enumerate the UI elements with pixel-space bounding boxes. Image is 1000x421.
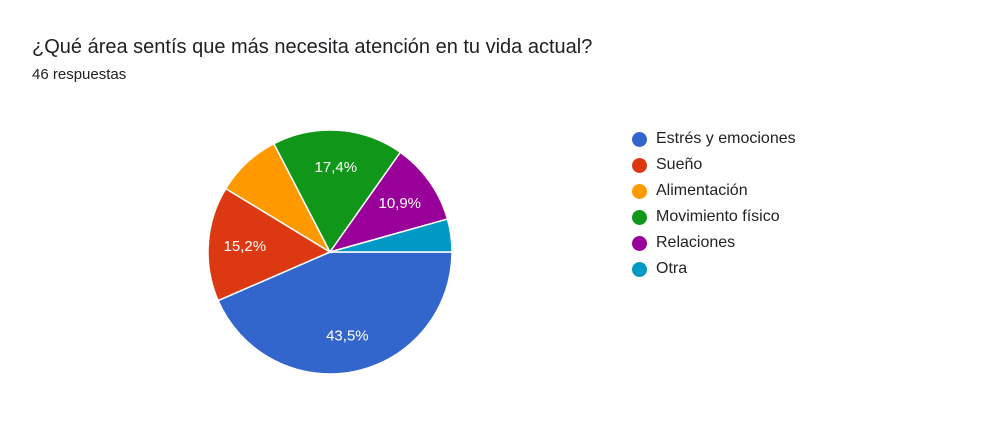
legend-item[interactable]: Sueño <box>632 152 796 178</box>
slice-label-0: 43,5% <box>326 328 369 345</box>
legend-label: Estrés y emociones <box>656 130 796 147</box>
legend-swatch <box>632 183 647 199</box>
legend-label: Sueño <box>656 156 703 173</box>
legend-label: Otra <box>656 260 688 277</box>
legend-swatch <box>632 261 647 277</box>
legend-swatch <box>632 131 647 147</box>
legend-label: Movimiento físico <box>656 208 780 225</box>
slice-label-4: 10,9% <box>378 195 421 212</box>
pie-slice-1[interactable] <box>207 187 332 302</box>
legend-swatch <box>632 209 647 225</box>
legend-swatch <box>632 235 647 251</box>
legend-item[interactable]: Otra <box>632 256 796 282</box>
pie-slice-5[interactable] <box>329 218 453 253</box>
legend-item[interactable]: Movimiento físico <box>632 204 796 230</box>
legend-label: Alimentación <box>656 182 748 199</box>
legend-swatch <box>632 157 647 173</box>
slice-label-3: 17,4% <box>315 159 358 176</box>
chart-title: ¿Qué área sentís que más necesita atenci… <box>32 36 593 58</box>
legend-label: Relaciones <box>656 234 736 251</box>
pie-slice-0[interactable] <box>217 251 453 375</box>
response-count: 46 respuestas <box>32 66 127 83</box>
legend-item[interactable]: Relaciones <box>632 230 796 256</box>
legend: Estrés y emociones Sueño Alimentación Movim… <box>632 126 796 282</box>
legend-item[interactable]: Alimentación <box>632 178 796 204</box>
legend-item[interactable]: Estrés y emociones <box>632 126 796 152</box>
slice-label-1: 15,2% <box>224 238 267 255</box>
pie-slice-3[interactable] <box>272 129 402 254</box>
